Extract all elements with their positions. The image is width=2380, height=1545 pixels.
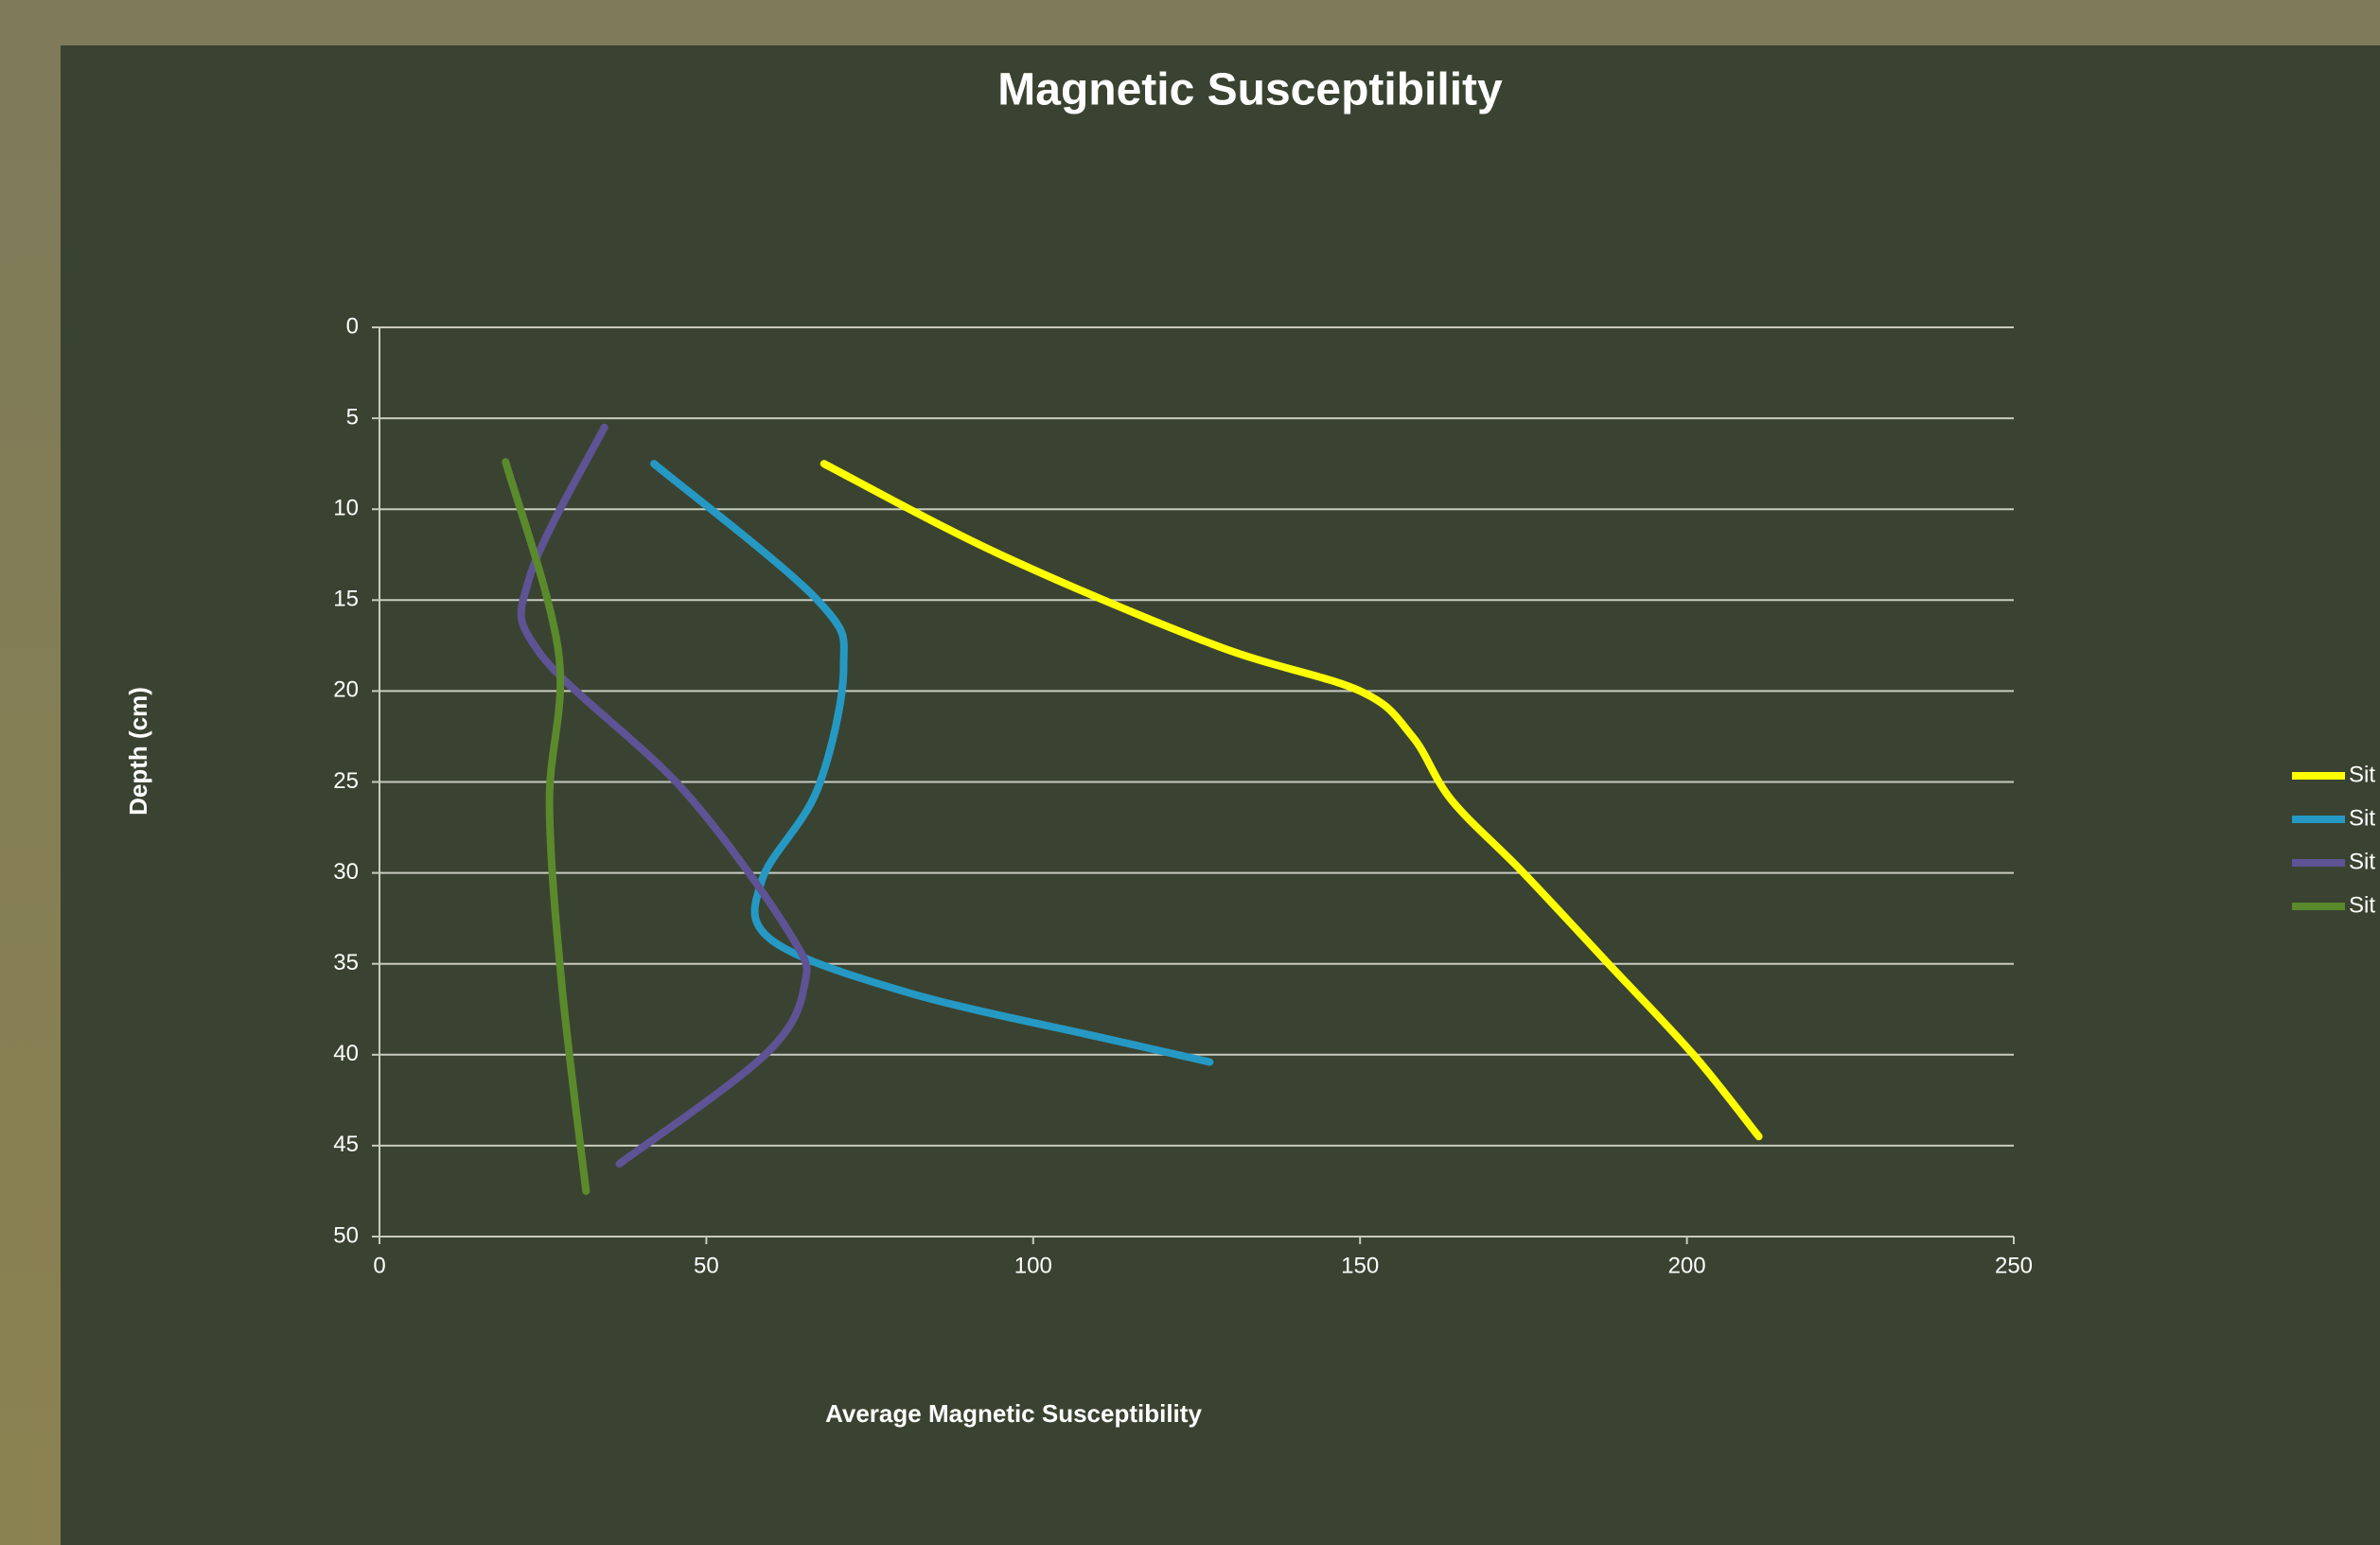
y-tick-label: 20 bbox=[333, 677, 359, 703]
legend-label: Sit bbox=[2349, 805, 2375, 831]
y-tick-label: 45 bbox=[333, 1132, 359, 1157]
series-line bbox=[650, 460, 1214, 1066]
legend-label: Sit bbox=[2349, 892, 2375, 918]
series-line bbox=[517, 423, 811, 1168]
chart-title: Magnetic Susceptibility bbox=[997, 65, 1503, 115]
y-tick-label: 35 bbox=[333, 950, 359, 975]
y-tick-label: 10 bbox=[333, 496, 359, 521]
y-axis-title: Depth (cm) bbox=[124, 687, 152, 816]
series-line bbox=[502, 458, 591, 1195]
y-tick-label: 50 bbox=[333, 1222, 359, 1248]
x-tick-label: 0 bbox=[373, 1253, 385, 1278]
series-line bbox=[820, 460, 1763, 1141]
y-tick-label: 40 bbox=[333, 1041, 359, 1066]
y-tick-label: 0 bbox=[346, 313, 359, 339]
legend-label: Sit bbox=[2349, 849, 2375, 874]
x-tick-label: 50 bbox=[694, 1253, 719, 1278]
y-tick-label: 15 bbox=[333, 587, 359, 612]
x-tick-label: 150 bbox=[1341, 1253, 1379, 1278]
x-axis-title: Average Magnetic Susceptibility bbox=[825, 1399, 1202, 1428]
y-tick-label: 30 bbox=[333, 859, 359, 885]
x-tick-label: 250 bbox=[1995, 1253, 2033, 1278]
y-tick-label: 25 bbox=[333, 768, 359, 794]
x-tick-label: 200 bbox=[1668, 1253, 1706, 1278]
legend-label: Sit bbox=[2349, 762, 2375, 787]
y-tick-label: 5 bbox=[346, 404, 359, 430]
x-tick-label: 100 bbox=[1014, 1253, 1052, 1278]
chart-panel bbox=[61, 45, 2380, 1545]
